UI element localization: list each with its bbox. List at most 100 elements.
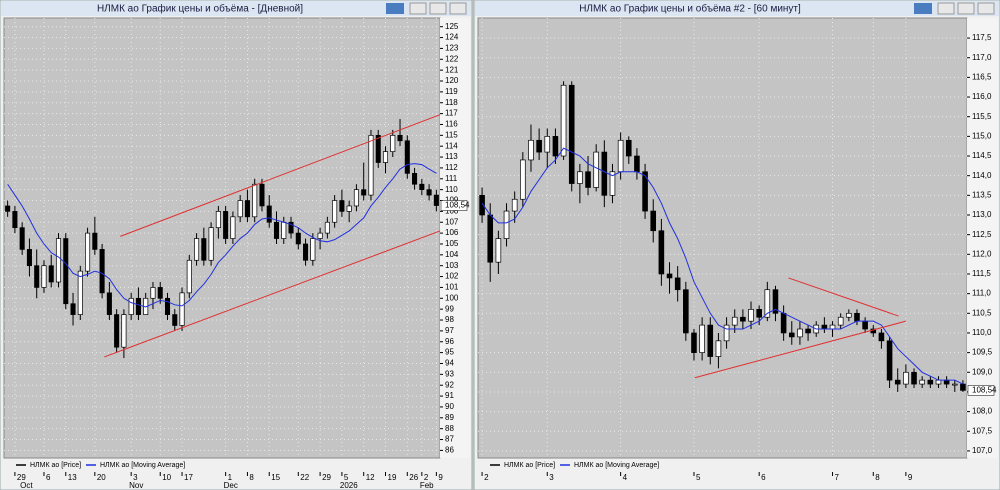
candle-body: [829, 324, 836, 330]
pin-button[interactable]: [386, 3, 404, 14]
y-tick-label: 87: [445, 435, 454, 444]
x-tick-label: 2: [484, 473, 489, 482]
x-tick-label: 9: [438, 473, 443, 482]
x-tick-label: 17: [184, 473, 193, 482]
legend-label: НЛМК ао [Moving Average]: [574, 462, 659, 469]
candle-body: [927, 379, 934, 385]
y-tick-label: 114: [445, 141, 458, 150]
candle-body: [658, 230, 665, 275]
y-tick-label: 94: [445, 359, 454, 368]
y-tick-label: 86: [445, 446, 454, 455]
close-button[interactable]: [977, 2, 995, 15]
candle-body: [650, 210, 657, 232]
candle-body: [339, 200, 345, 212]
candle-body: [846, 312, 852, 318]
x-tick-label: 5: [696, 473, 701, 482]
y-tick-label: 103: [445, 261, 459, 270]
y-tick-label: 116: [445, 120, 458, 129]
candle-body: [310, 238, 316, 261]
y-tick-label: 111,5: [972, 269, 991, 278]
candle-body: [99, 249, 105, 294]
maximize-button[interactable]: [429, 2, 447, 15]
candle-body: [114, 314, 120, 348]
y-tick-label: 105: [445, 239, 459, 248]
candle-body: [487, 214, 494, 263]
x-tick-label: 22: [300, 473, 309, 482]
candle-body: [295, 232, 301, 245]
y-tick-label: 112,5: [972, 230, 992, 239]
candle-body: [201, 238, 207, 261]
candle-body: [683, 289, 689, 334]
x-period-label: Feb: [420, 481, 434, 490]
candle-body: [536, 139, 542, 153]
close-button[interactable]: [449, 2, 467, 15]
candle-body: [92, 232, 98, 250]
candle-body: [919, 379, 925, 385]
y-tick-label: 121: [445, 65, 459, 74]
y-tick-label: 113: [445, 152, 458, 161]
y-tick-label: 107,0: [972, 446, 993, 455]
candle-body: [780, 312, 787, 334]
candle-body: [894, 379, 901, 385]
y-tick-label: 114,0: [972, 171, 992, 180]
title-bar: [1, 1, 471, 16]
maximize-button[interactable]: [957, 2, 975, 15]
y-tick-label: 108,0: [972, 407, 993, 416]
candle-body: [772, 289, 779, 314]
minimize-button[interactable]: [937, 2, 955, 15]
candle-body: [854, 312, 860, 322]
x-tick-label: 20: [97, 473, 106, 482]
x-tick-label: 7: [835, 473, 840, 482]
candle-body: [361, 189, 367, 196]
x-tick-label: 6: [761, 473, 766, 482]
candle-body: [288, 221, 294, 234]
x-tick-label: 10: [162, 473, 171, 482]
candle-body: [479, 194, 485, 216]
candle-body: [121, 314, 127, 348]
candle-body: [609, 171, 616, 196]
y-tick-label: 102: [445, 272, 459, 281]
candle-body: [281, 221, 287, 239]
candle-body: [48, 265, 54, 283]
x-period-label: 2026: [340, 481, 358, 490]
candle-body: [617, 139, 624, 173]
y-tick-label: 110: [445, 185, 458, 194]
candle-body: [164, 297, 171, 315]
candle-body: [303, 243, 309, 261]
candle-body: [55, 238, 62, 283]
candle-body: [625, 139, 632, 157]
x-tick-label: 8: [875, 473, 880, 482]
candle-body: [593, 151, 599, 188]
candle-body: [805, 328, 811, 334]
candle-body: [332, 200, 338, 223]
candle-body: [397, 134, 403, 142]
x-tick-label: 3: [549, 473, 554, 482]
candle-body: [560, 84, 567, 157]
moving-average-line: [7, 163, 437, 308]
candle-body: [266, 205, 272, 223]
candle-body: [150, 287, 156, 299]
candle-body: [528, 139, 534, 161]
x-tick-label: 12: [366, 473, 375, 482]
y-tick-label: 109: [445, 196, 459, 205]
candle-body: [375, 134, 381, 163]
plot-area: [477, 17, 968, 459]
candle-body: [731, 316, 738, 326]
y-tick-label: 115: [445, 130, 458, 139]
candle-body: [382, 151, 389, 163]
candle-body: [577, 171, 583, 184]
y-tick-label: 96: [445, 337, 454, 346]
candle-body: [756, 309, 762, 318]
candle-body: [179, 292, 185, 326]
x-tick-label: 6: [46, 473, 51, 482]
minimize-button[interactable]: [409, 2, 427, 15]
candle-body: [568, 84, 575, 184]
pin-button[interactable]: [914, 3, 932, 14]
x-tick-label: 15: [271, 473, 280, 482]
y-tick-label: 97: [445, 326, 454, 335]
y-tick-label: 89: [445, 413, 454, 422]
candle-body: [642, 171, 648, 212]
window-title: НЛМК ао График цены и объёма #2 - [60 ми…: [579, 3, 801, 15]
